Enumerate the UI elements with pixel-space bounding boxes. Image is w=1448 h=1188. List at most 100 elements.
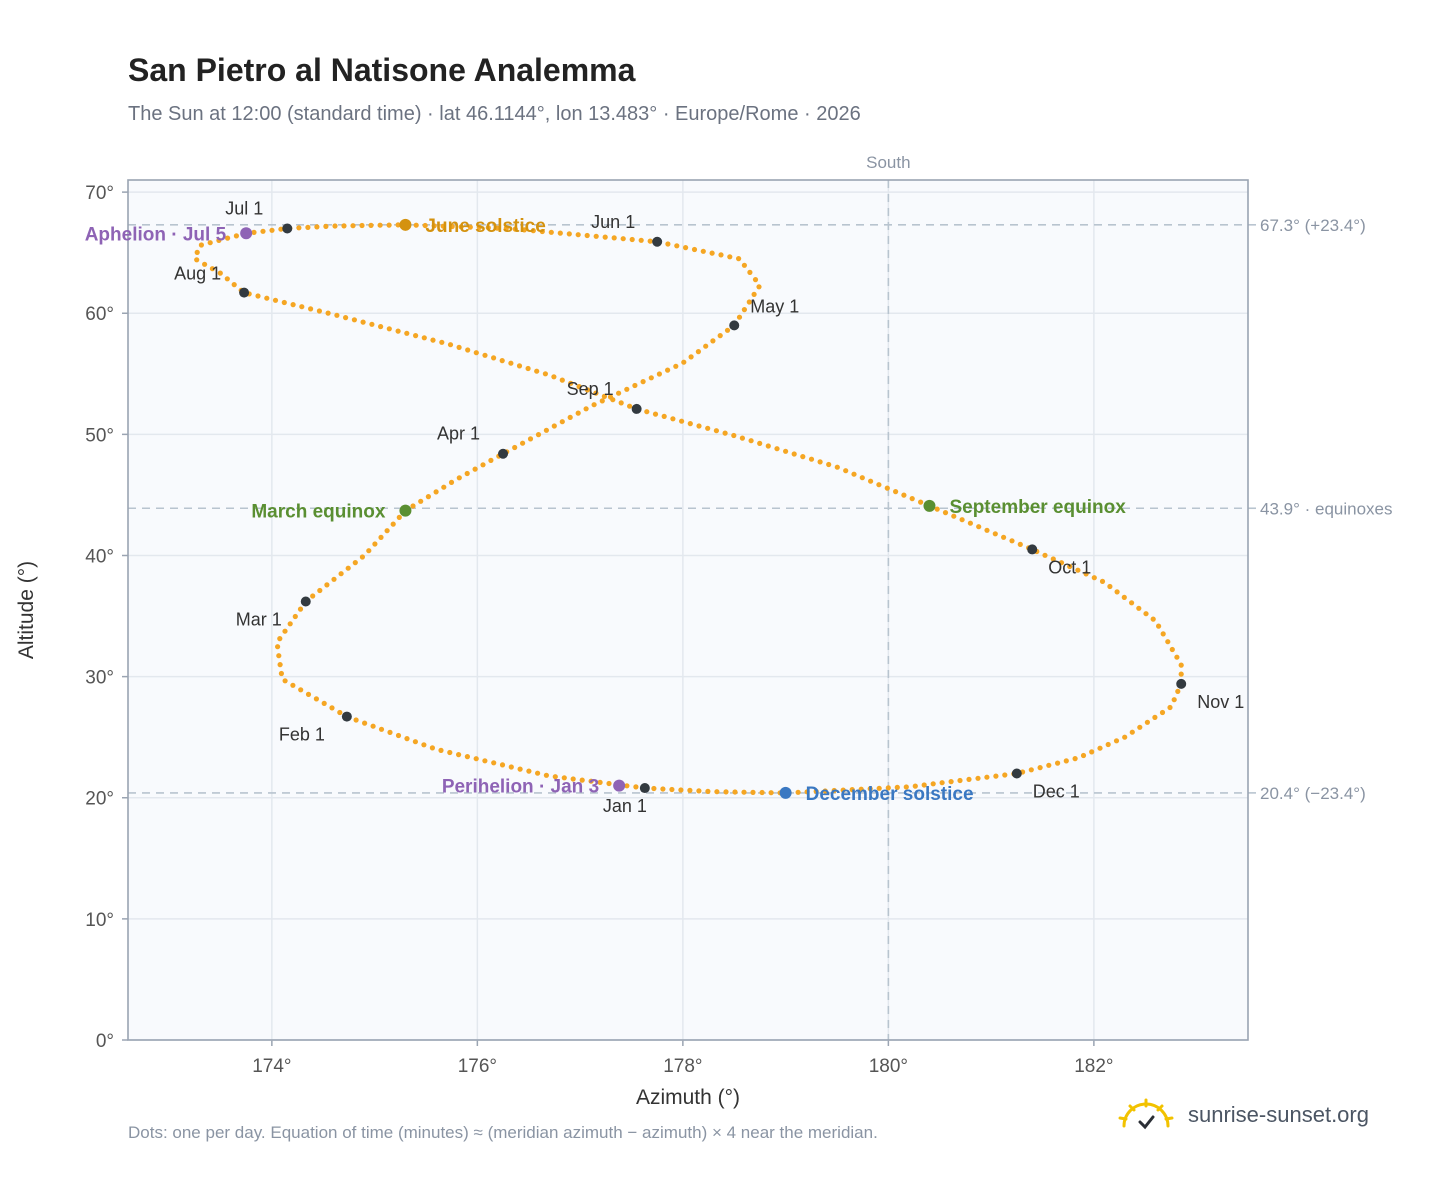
daily-dot: [551, 423, 557, 429]
daily-dot: [751, 291, 757, 297]
daily-dot: [804, 789, 810, 795]
daily-dot: [458, 224, 464, 230]
daily-dot: [1129, 729, 1135, 735]
daily-dot: [681, 359, 687, 365]
daily-dot: [520, 440, 526, 446]
daily-dot: [1150, 616, 1156, 622]
daily-dot: [912, 783, 918, 789]
daily-dot: [488, 457, 494, 463]
daily-dot: [395, 732, 402, 739]
daily-dot: [429, 745, 435, 751]
daily-dot: [413, 333, 419, 339]
daily-dot: [858, 786, 864, 792]
daily-dot: [709, 250, 715, 256]
daily-dot: [231, 282, 237, 288]
daily-dot: [757, 440, 763, 446]
daily-dot: [967, 520, 974, 526]
daily-dot: [647, 238, 653, 244]
month-label: Mar 1: [236, 610, 282, 630]
daily-dot: [741, 789, 747, 795]
daily-dot: [640, 379, 646, 385]
daily-dot: [305, 224, 311, 230]
daily-dot: [673, 363, 679, 369]
daily-dot: [678, 787, 684, 793]
daily-dot: [593, 233, 599, 239]
reference-line-label: 20.4° (−23.4°): [1260, 784, 1366, 803]
daily-dot: [748, 438, 754, 444]
reference-line-label: 43.9° · equinoxes: [1260, 499, 1393, 518]
daily-dot: [629, 236, 635, 243]
daily-dot: [736, 314, 743, 320]
daily-dot: [579, 777, 585, 783]
daily-dot: [597, 779, 603, 786]
daily-dot: [324, 582, 330, 588]
daily-dot: [456, 344, 462, 350]
daily-dot: [930, 781, 936, 787]
daily-dot: [618, 400, 624, 406]
daily-dot: [559, 377, 565, 383]
daily-dot: [688, 354, 694, 360]
daily-dot: [669, 786, 675, 793]
daily-dot: [1159, 709, 1166, 716]
daily-dot: [611, 235, 617, 241]
daily-dot: [1105, 741, 1111, 748]
daily-dot: [1175, 688, 1181, 695]
daily-dot: [517, 766, 523, 772]
brand[interactable]: sunrise-sunset.org: [1118, 1098, 1369, 1132]
daily-dot: [332, 223, 338, 229]
daily-dot: [1165, 639, 1171, 645]
plot-border: [127, 179, 1249, 1041]
month-label: Dec 1: [1033, 782, 1080, 802]
plot-area: [128, 180, 1248, 1040]
daily-dot: [334, 312, 340, 318]
daily-dot: [951, 513, 957, 519]
daily-dot: [774, 446, 780, 452]
daily-dot: [297, 606, 304, 612]
daily-dot: [984, 774, 990, 780]
daily-dot: [1107, 583, 1113, 590]
daily-dot: [661, 413, 667, 419]
chart-subtitle: The Sun at 12:00 (standard time) · lat 4…: [128, 103, 861, 125]
daily-dot: [1121, 594, 1127, 601]
daily-dot: [282, 678, 288, 684]
daily-dot: [516, 363, 523, 369]
daily-dot: [723, 789, 729, 795]
daily-dot: [387, 729, 393, 736]
brand-name[interactable]: sunrise-sunset.org: [1188, 1102, 1369, 1127]
daily-dot: [741, 307, 748, 313]
event-marker: [779, 786, 792, 799]
daily-dot: [396, 514, 402, 521]
daily-dot: [700, 248, 706, 254]
month-marker: [300, 596, 311, 607]
daily-dot: [194, 257, 200, 263]
month-label: May 1: [750, 296, 799, 316]
daily-dot: [791, 451, 797, 457]
daily-dot: [1178, 671, 1184, 677]
daily-dot: [722, 430, 728, 436]
daily-dot: [467, 224, 473, 230]
y-tick-label: 40°: [85, 546, 114, 567]
daily-dot: [472, 466, 478, 472]
daily-dot: [674, 243, 680, 249]
daily-dot: [703, 343, 709, 349]
daily-dot: [281, 299, 287, 306]
daily-dot: [299, 304, 305, 310]
daily-dot: [752, 277, 759, 283]
daily-dot: [687, 421, 693, 427]
sun-logo-icon: [1118, 1098, 1174, 1130]
month-label: Aug 1: [174, 264, 221, 284]
x-tick-label: 176°: [458, 1056, 497, 1077]
daily-dot: [993, 773, 999, 779]
daily-dot: [1174, 654, 1180, 660]
daily-dot: [217, 270, 223, 276]
daily-dot: [1009, 538, 1015, 544]
daily-dot: [290, 682, 296, 688]
daily-dot: [1002, 772, 1008, 778]
daily-dot: [601, 393, 608, 399]
event-label: March equinox: [251, 502, 386, 523]
event-marker: [613, 779, 626, 792]
daily-dot: [331, 576, 337, 582]
daily-dot: [1055, 760, 1061, 766]
daily-dot: [795, 789, 801, 795]
daily-dot: [1058, 560, 1065, 566]
